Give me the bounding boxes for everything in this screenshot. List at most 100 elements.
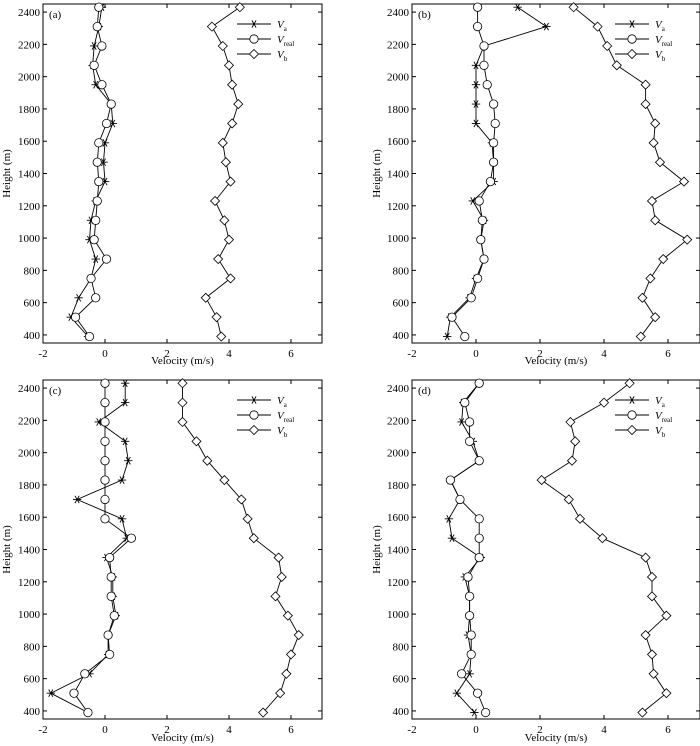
data-point <box>100 514 110 524</box>
x-tick-label: 2 <box>164 724 170 736</box>
data-point <box>466 630 476 640</box>
x-tick-label: 0 <box>473 724 479 736</box>
data-point <box>568 2 579 13</box>
data-point <box>86 273 96 284</box>
data-point <box>471 119 481 128</box>
x-tick-label: 4 <box>601 724 607 736</box>
data-point <box>566 455 578 466</box>
legend-label: Vreal <box>655 410 672 424</box>
data-point <box>472 2 483 12</box>
data-point <box>460 331 470 342</box>
data-point <box>258 707 269 718</box>
legend-label: Va <box>277 19 288 33</box>
data-point <box>89 60 99 70</box>
data-point <box>648 137 659 148</box>
data-point <box>236 494 247 505</box>
data-point <box>565 416 576 428</box>
data-point <box>282 610 293 621</box>
data-point <box>220 157 231 168</box>
data-point <box>490 118 500 129</box>
data-point <box>219 215 230 226</box>
legend-label: Vb <box>277 425 288 439</box>
data-point <box>457 418 466 426</box>
y-tick-label: 1400 <box>387 545 410 557</box>
data-point <box>480 707 491 718</box>
chart-panel: -2 0 2 4 6 400 600 800 1000 1200 1400 1600 1800 2000 2… <box>1 378 323 744</box>
data-point <box>72 495 82 504</box>
data-point <box>640 629 651 641</box>
y-tick-label: 600 <box>393 674 410 686</box>
data-point <box>100 475 110 485</box>
data-point <box>637 292 648 303</box>
data-point <box>97 80 107 90</box>
y-tick-label: 1000 <box>387 609 410 621</box>
x-tick-label: 0 <box>473 348 479 360</box>
legend-label: Vreal <box>277 34 294 48</box>
data-point <box>479 254 489 264</box>
data-point <box>100 494 110 505</box>
data-point <box>650 312 661 323</box>
y-tick-label: 800 <box>24 265 41 277</box>
legend-marker <box>248 424 260 436</box>
data-point <box>598 397 610 408</box>
data-point <box>109 611 119 621</box>
data-point <box>248 533 259 544</box>
data-point <box>80 669 90 679</box>
legend-marker <box>249 34 259 44</box>
data-point <box>120 398 130 407</box>
y-tick-label: 1000 <box>18 233 41 245</box>
data-point <box>202 455 213 466</box>
data-point <box>223 60 235 71</box>
data-point <box>452 689 461 698</box>
y-tick-label: 1000 <box>18 609 41 621</box>
y-tick-label: 2400 <box>18 383 41 395</box>
y-tick-label: 1800 <box>387 104 410 116</box>
data-point <box>191 436 202 447</box>
data-point <box>106 572 116 582</box>
data-point <box>464 417 475 427</box>
data-point <box>465 669 474 678</box>
data-point <box>464 436 475 446</box>
data-point <box>91 255 100 263</box>
data-point <box>646 591 658 602</box>
data-point <box>100 456 110 466</box>
data-point <box>597 533 608 544</box>
series-line <box>446 6 548 337</box>
series-Vreal <box>69 378 136 718</box>
y-tick-label: 400 <box>24 706 41 718</box>
data-point <box>91 215 101 225</box>
data-point <box>488 99 499 109</box>
data-point <box>276 571 287 583</box>
data-point <box>640 552 651 563</box>
data-point <box>472 22 483 32</box>
x-axis-title: Velocity (m/s) <box>525 355 588 367</box>
data-point <box>474 514 484 524</box>
y-tick-label: 1200 <box>387 201 410 213</box>
series-line <box>73 383 133 713</box>
series-Vb <box>177 378 304 718</box>
series-Va <box>66 3 117 341</box>
series-line <box>448 382 482 713</box>
y-tick-label: 800 <box>393 641 410 653</box>
x-tick-label: 0 <box>102 724 108 736</box>
x-tick-label: 6 <box>665 724 671 736</box>
data-point <box>233 99 244 110</box>
data-point <box>105 649 115 660</box>
x-tick-label: 6 <box>288 724 294 736</box>
data-point <box>177 397 188 408</box>
panel-label: (b) <box>418 9 431 21</box>
data-point <box>120 379 130 388</box>
data-point <box>120 437 130 446</box>
panel-label: (a) <box>49 9 62 21</box>
data-point <box>646 571 658 583</box>
data-point <box>447 534 457 543</box>
y-tick-label: 1400 <box>18 169 41 181</box>
data-point <box>219 475 230 486</box>
y-axis-title: Height (m) <box>1 525 13 574</box>
data-point <box>479 41 489 51</box>
data-point <box>100 417 110 427</box>
legend-marker <box>627 410 637 420</box>
y-tick-label: 600 <box>24 674 41 686</box>
data-point <box>474 378 484 388</box>
